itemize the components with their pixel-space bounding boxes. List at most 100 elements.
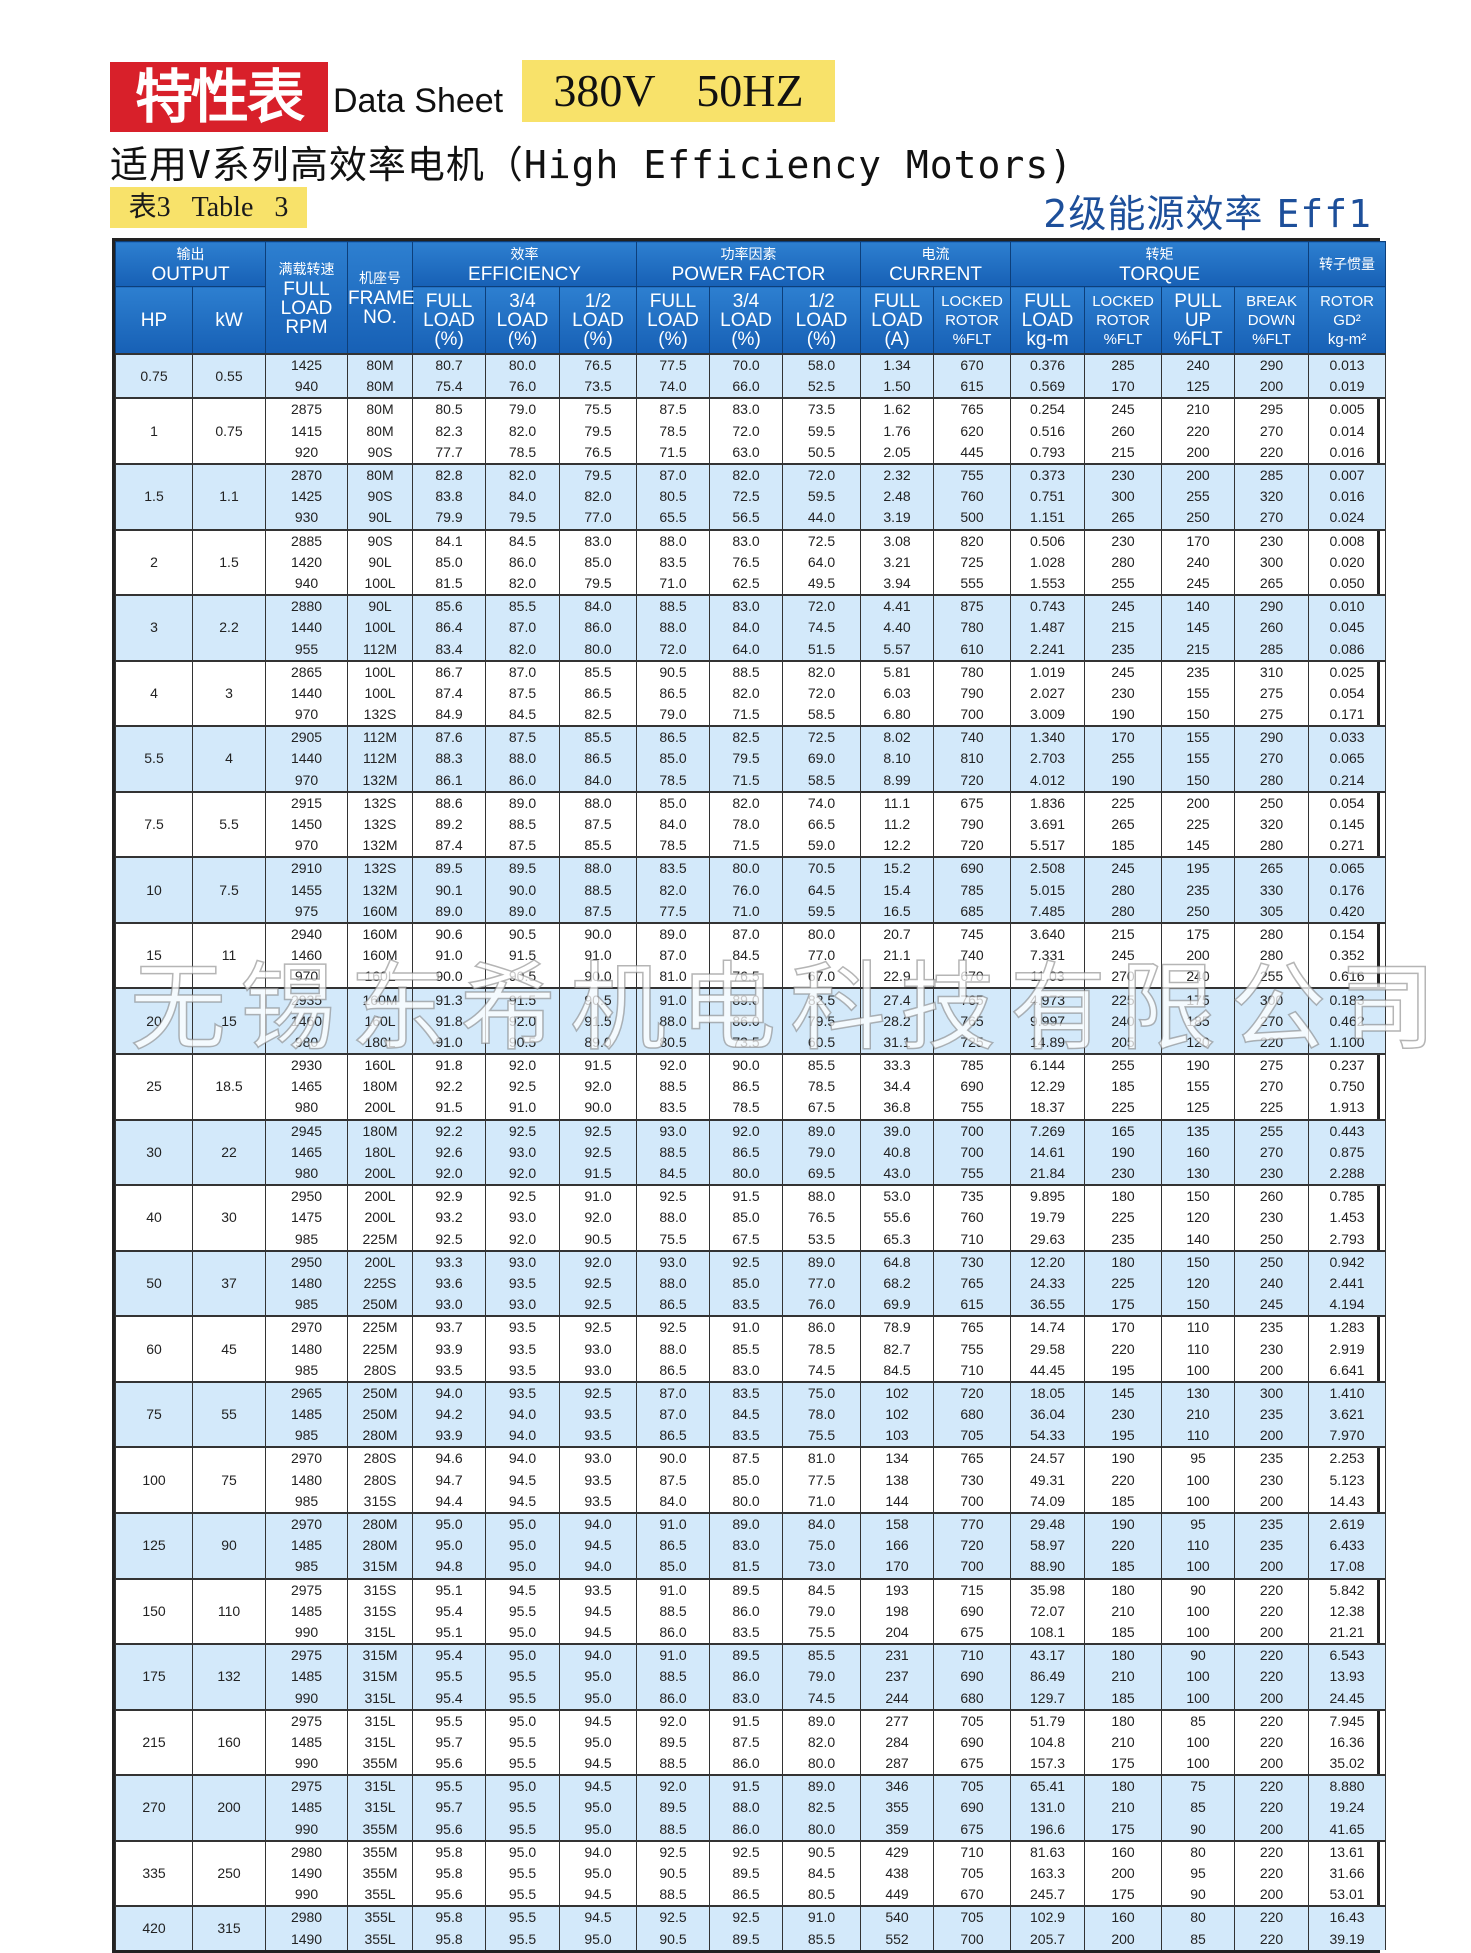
cell: 80M (347, 420, 414, 442)
cell: 80.7 (412, 352, 487, 377)
table-row: 980 200L 92.0 92.0 91.5 84.5 80.0 69.5 43.0 755 21… (116, 1162, 1387, 1186)
cell: 0.443 (1308, 1118, 1387, 1142)
cell: 102 (860, 1404, 935, 1426)
cell: 260 (1234, 617, 1310, 639)
header-current-full: FULL LOAD (A) (860, 286, 935, 355)
cell: 5.842 (1308, 1577, 1387, 1601)
cell: 2.05 (860, 441, 935, 464)
cell: 990 (265, 1753, 349, 1776)
table-row: 1425 90S 83.8 84.0 82.0 80.5 72.5 59.5 2.48 760 0.… (116, 486, 1387, 508)
cell: 755 (933, 1338, 1012, 1360)
cell: 190 (1161, 1052, 1236, 1077)
cell: 89.0 (782, 1249, 862, 1273)
cell: 82.5 (709, 725, 784, 749)
cell: 76.0 (485, 376, 561, 399)
cell: 85.0 (636, 790, 711, 814)
cell: 9.997 (1010, 1010, 1086, 1032)
cell: 1.151 (1010, 507, 1086, 530)
cell: 76.5 (709, 966, 784, 989)
cell: 220 (1234, 1600, 1310, 1622)
cell: 1.50 (860, 376, 935, 399)
cell: 89.0 (412, 900, 487, 923)
cell: 50.5 (782, 441, 862, 464)
cell: 14.43 (1308, 1490, 1387, 1513)
cell: 88.5 (636, 1818, 711, 1841)
table-row: 1 0.75 2875 80M 80.5 79.0 75.5 87.5 83.0 73.5 1.62… (115, 397, 1387, 464)
cell: 220 (1234, 1577, 1310, 1601)
cell: 88.5 (636, 1753, 711, 1776)
cell: 80.0 (709, 856, 784, 880)
cell: 160 (1084, 1839, 1163, 1863)
cell: 985 (265, 1228, 349, 1251)
cell: 6.03 (860, 682, 935, 704)
cell: 700 (933, 1556, 1012, 1579)
cell: 31.66 (1308, 1862, 1387, 1885)
cell: 72.5 (709, 486, 784, 508)
cell: 17.08 (1308, 1556, 1387, 1579)
cell: 12.29 (1010, 1076, 1086, 1098)
cell: 160 (1161, 1141, 1236, 1163)
cell: 90.0 (636, 1446, 711, 1470)
header-torque-pullup: PULL UP %FLT (1161, 286, 1236, 355)
cell: 0.054 (1308, 790, 1387, 814)
cell-kw: 45 (191, 1315, 267, 1382)
cell: 990 (265, 1818, 349, 1841)
cell: 235 (1084, 638, 1163, 661)
cell: 39.0 (860, 1118, 935, 1142)
cell: 990 (265, 1687, 349, 1710)
cell-kw: 250 (191, 1839, 267, 1907)
cell: 90.5 (636, 1862, 711, 1885)
cell: 86.0 (709, 1818, 784, 1841)
cell-hp: 60 (115, 1315, 193, 1382)
cell: 215 (1161, 638, 1236, 661)
cell: 95.0 (559, 1928, 638, 1950)
cell: 730 (933, 1249, 1012, 1273)
cell: 138 (860, 1469, 935, 1491)
cell: 92.5 (559, 1272, 638, 1295)
cell: 231 (860, 1643, 935, 1667)
cell: 705 (933, 1708, 1012, 1732)
cell: 0.750 (1308, 1076, 1387, 1098)
cell: 92.5 (636, 1905, 711, 1929)
cell: 185 (1084, 1556, 1163, 1579)
cell: 100 (1161, 1621, 1236, 1645)
cell: 285 (1234, 638, 1310, 661)
cell: 82.3 (412, 420, 487, 442)
cell: 980 (265, 1097, 349, 1120)
table-row: 335 250 2980 355M 95.8 95.0 94.0 92.5 92.5 90.5 42… (115, 1839, 1387, 1907)
cell: 82.5 (782, 1797, 862, 1819)
cell: 0.183 (1308, 987, 1387, 1011)
cell-kw: 1.5 (191, 528, 267, 596)
cell: 93.0 (559, 1446, 638, 1470)
cell: 82.0 (636, 879, 711, 901)
subtitle: 适用V系列高效率电机（High Efficiency Motors) (110, 143, 1074, 187)
cell: 51.5 (782, 638, 862, 661)
cell: 280 (1234, 945, 1310, 967)
cell: 670 (933, 352, 1012, 377)
table-row: 1460 160L 91.8 92.0 91.5 88.0 86.0 79.5 28.2 765 9… (116, 1010, 1387, 1032)
cell: 710 (933, 1359, 1012, 1382)
cell: 83.0 (709, 1359, 784, 1382)
cell: 87.0 (636, 462, 711, 487)
cell: 200 (1084, 1862, 1163, 1885)
cell: 230 (1234, 1469, 1310, 1491)
cell: 270 (1084, 966, 1163, 989)
cell: 93.5 (559, 1577, 638, 1601)
cell: 21.21 (1308, 1621, 1387, 1645)
cell: 132S (347, 813, 414, 836)
table-row: 985 280S 93.5 93.5 93.0 86.5 83.0 74.5 84.5 710 44… (116, 1359, 1387, 1382)
cell: 129.7 (1010, 1687, 1086, 1710)
table-row: 940 80M 75.4 76.0 73.5 74.0 66.0 52.5 1.50 615 0.5… (116, 376, 1387, 399)
table-row: 100 75 2970 280S 94.6 94.0 93.0 90.0 87.5 81.0 134… (115, 1446, 1387, 1513)
cell: 69.5 (782, 1162, 862, 1186)
cell: 810 (933, 748, 1012, 770)
cell: 237 (860, 1666, 935, 1688)
table-row: 1485 315L 95.7 95.5 95.0 89.5 88.0 82.5 355 690 13… (116, 1797, 1387, 1819)
cell: 7.945 (1308, 1708, 1387, 1732)
cell: 155 (1161, 725, 1236, 749)
cell: 92.5 (709, 1249, 784, 1273)
cell: 235 (1234, 1535, 1310, 1557)
cell: 200 (1234, 376, 1310, 399)
cell: 95.5 (412, 1666, 487, 1688)
cell: 4.012 (1010, 769, 1086, 792)
